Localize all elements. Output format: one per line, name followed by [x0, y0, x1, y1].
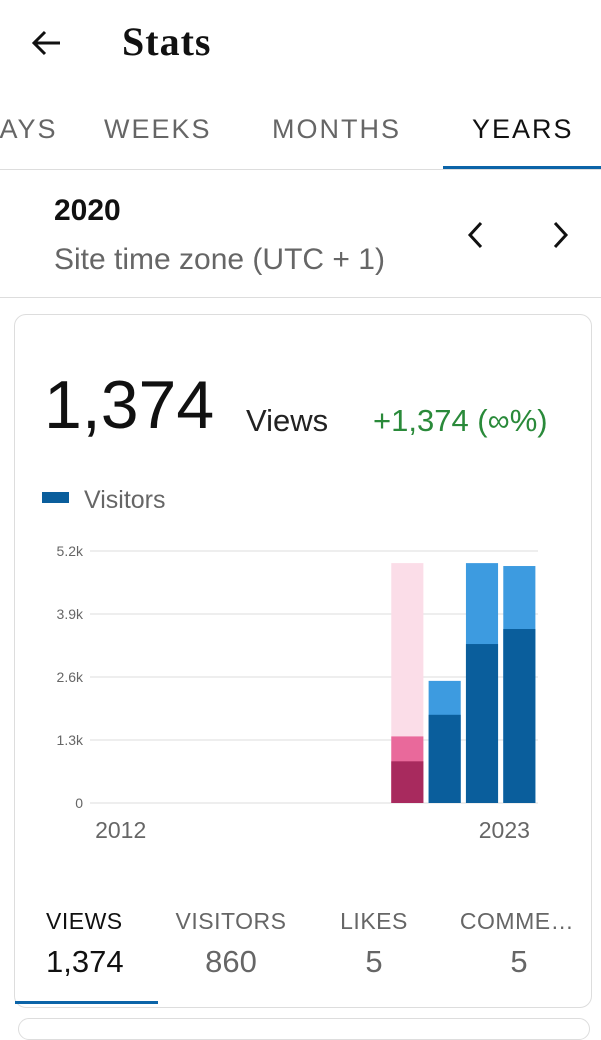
previous-button[interactable] [464, 220, 488, 250]
page-title: Stats [122, 19, 212, 64]
stat-value[interactable]: 5 [510, 944, 528, 979]
summary-unit: Views [246, 403, 329, 438]
tab-selected[interactable]: YEARS [472, 114, 574, 144]
back-button[interactable] [30, 28, 64, 58]
y-tick-label: 2.6k [57, 669, 84, 685]
next-button[interactable] [548, 220, 572, 250]
tab[interactable]: DAYS [0, 114, 58, 144]
tab[interactable]: WEEKS [104, 114, 212, 144]
summary-value: 1,374 [44, 367, 215, 443]
x-tick-label: 2023 [479, 817, 530, 843]
tab[interactable]: MONTHS [272, 114, 401, 144]
bar [465, 644, 499, 803]
bar [391, 761, 424, 803]
legend-label: Visitors [84, 486, 166, 514]
stat-value[interactable]: 1,374 [46, 944, 124, 979]
summary-change: +1,374 (∞%) [373, 403, 548, 438]
bar [428, 714, 461, 803]
stats-card [14, 314, 592, 1008]
y-tick-label: 3.9k [57, 606, 84, 622]
x-tick-label: 2012 [95, 817, 146, 843]
chart: 0 1.3k 2.6k 3.9k 5.2k 2012 2023 [57, 543, 538, 843]
divider [0, 297, 601, 298]
bar [503, 629, 536, 803]
period-subtitle: Site time zone (UTC + 1) [54, 243, 385, 276]
stat-indicator [15, 1001, 158, 1004]
stat-label[interactable]: VIEWS [46, 908, 123, 934]
y-tick-label: 5.2k [57, 543, 84, 559]
divider [0, 169, 601, 170]
stat-value[interactable]: 860 [205, 944, 257, 979]
y-tick-label: 0 [75, 795, 83, 811]
next-card [18, 1018, 590, 1040]
stat-label[interactable]: VISITORS [175, 908, 287, 934]
legend-swatch [42, 492, 69, 503]
stat-label[interactable]: COMME… [459, 908, 575, 934]
stat-value[interactable]: 5 [365, 944, 383, 979]
period-title: 2020 [54, 194, 121, 227]
stat-label[interactable]: LIKES [340, 908, 408, 934]
tab-indicator [443, 166, 601, 169]
y-tick-label: 1.3k [57, 732, 84, 748]
